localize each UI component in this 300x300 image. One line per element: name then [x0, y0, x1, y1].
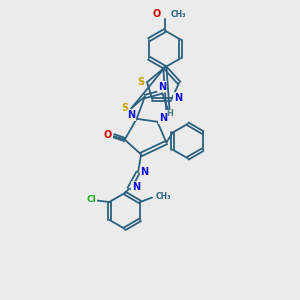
Text: S: S: [137, 77, 144, 87]
Text: N: N: [141, 167, 149, 177]
Text: N: N: [127, 110, 135, 120]
Text: O: O: [104, 130, 112, 140]
Text: S: S: [121, 103, 128, 113]
Text: O: O: [152, 9, 161, 19]
Text: CH₃: CH₃: [170, 10, 186, 19]
Text: N: N: [158, 82, 166, 92]
Text: Cl: Cl: [87, 195, 96, 204]
Text: N: N: [159, 113, 167, 123]
Text: CH₃: CH₃: [156, 192, 171, 201]
Text: H: H: [167, 109, 173, 118]
Text: N: N: [132, 182, 140, 192]
Text: N: N: [174, 93, 182, 103]
